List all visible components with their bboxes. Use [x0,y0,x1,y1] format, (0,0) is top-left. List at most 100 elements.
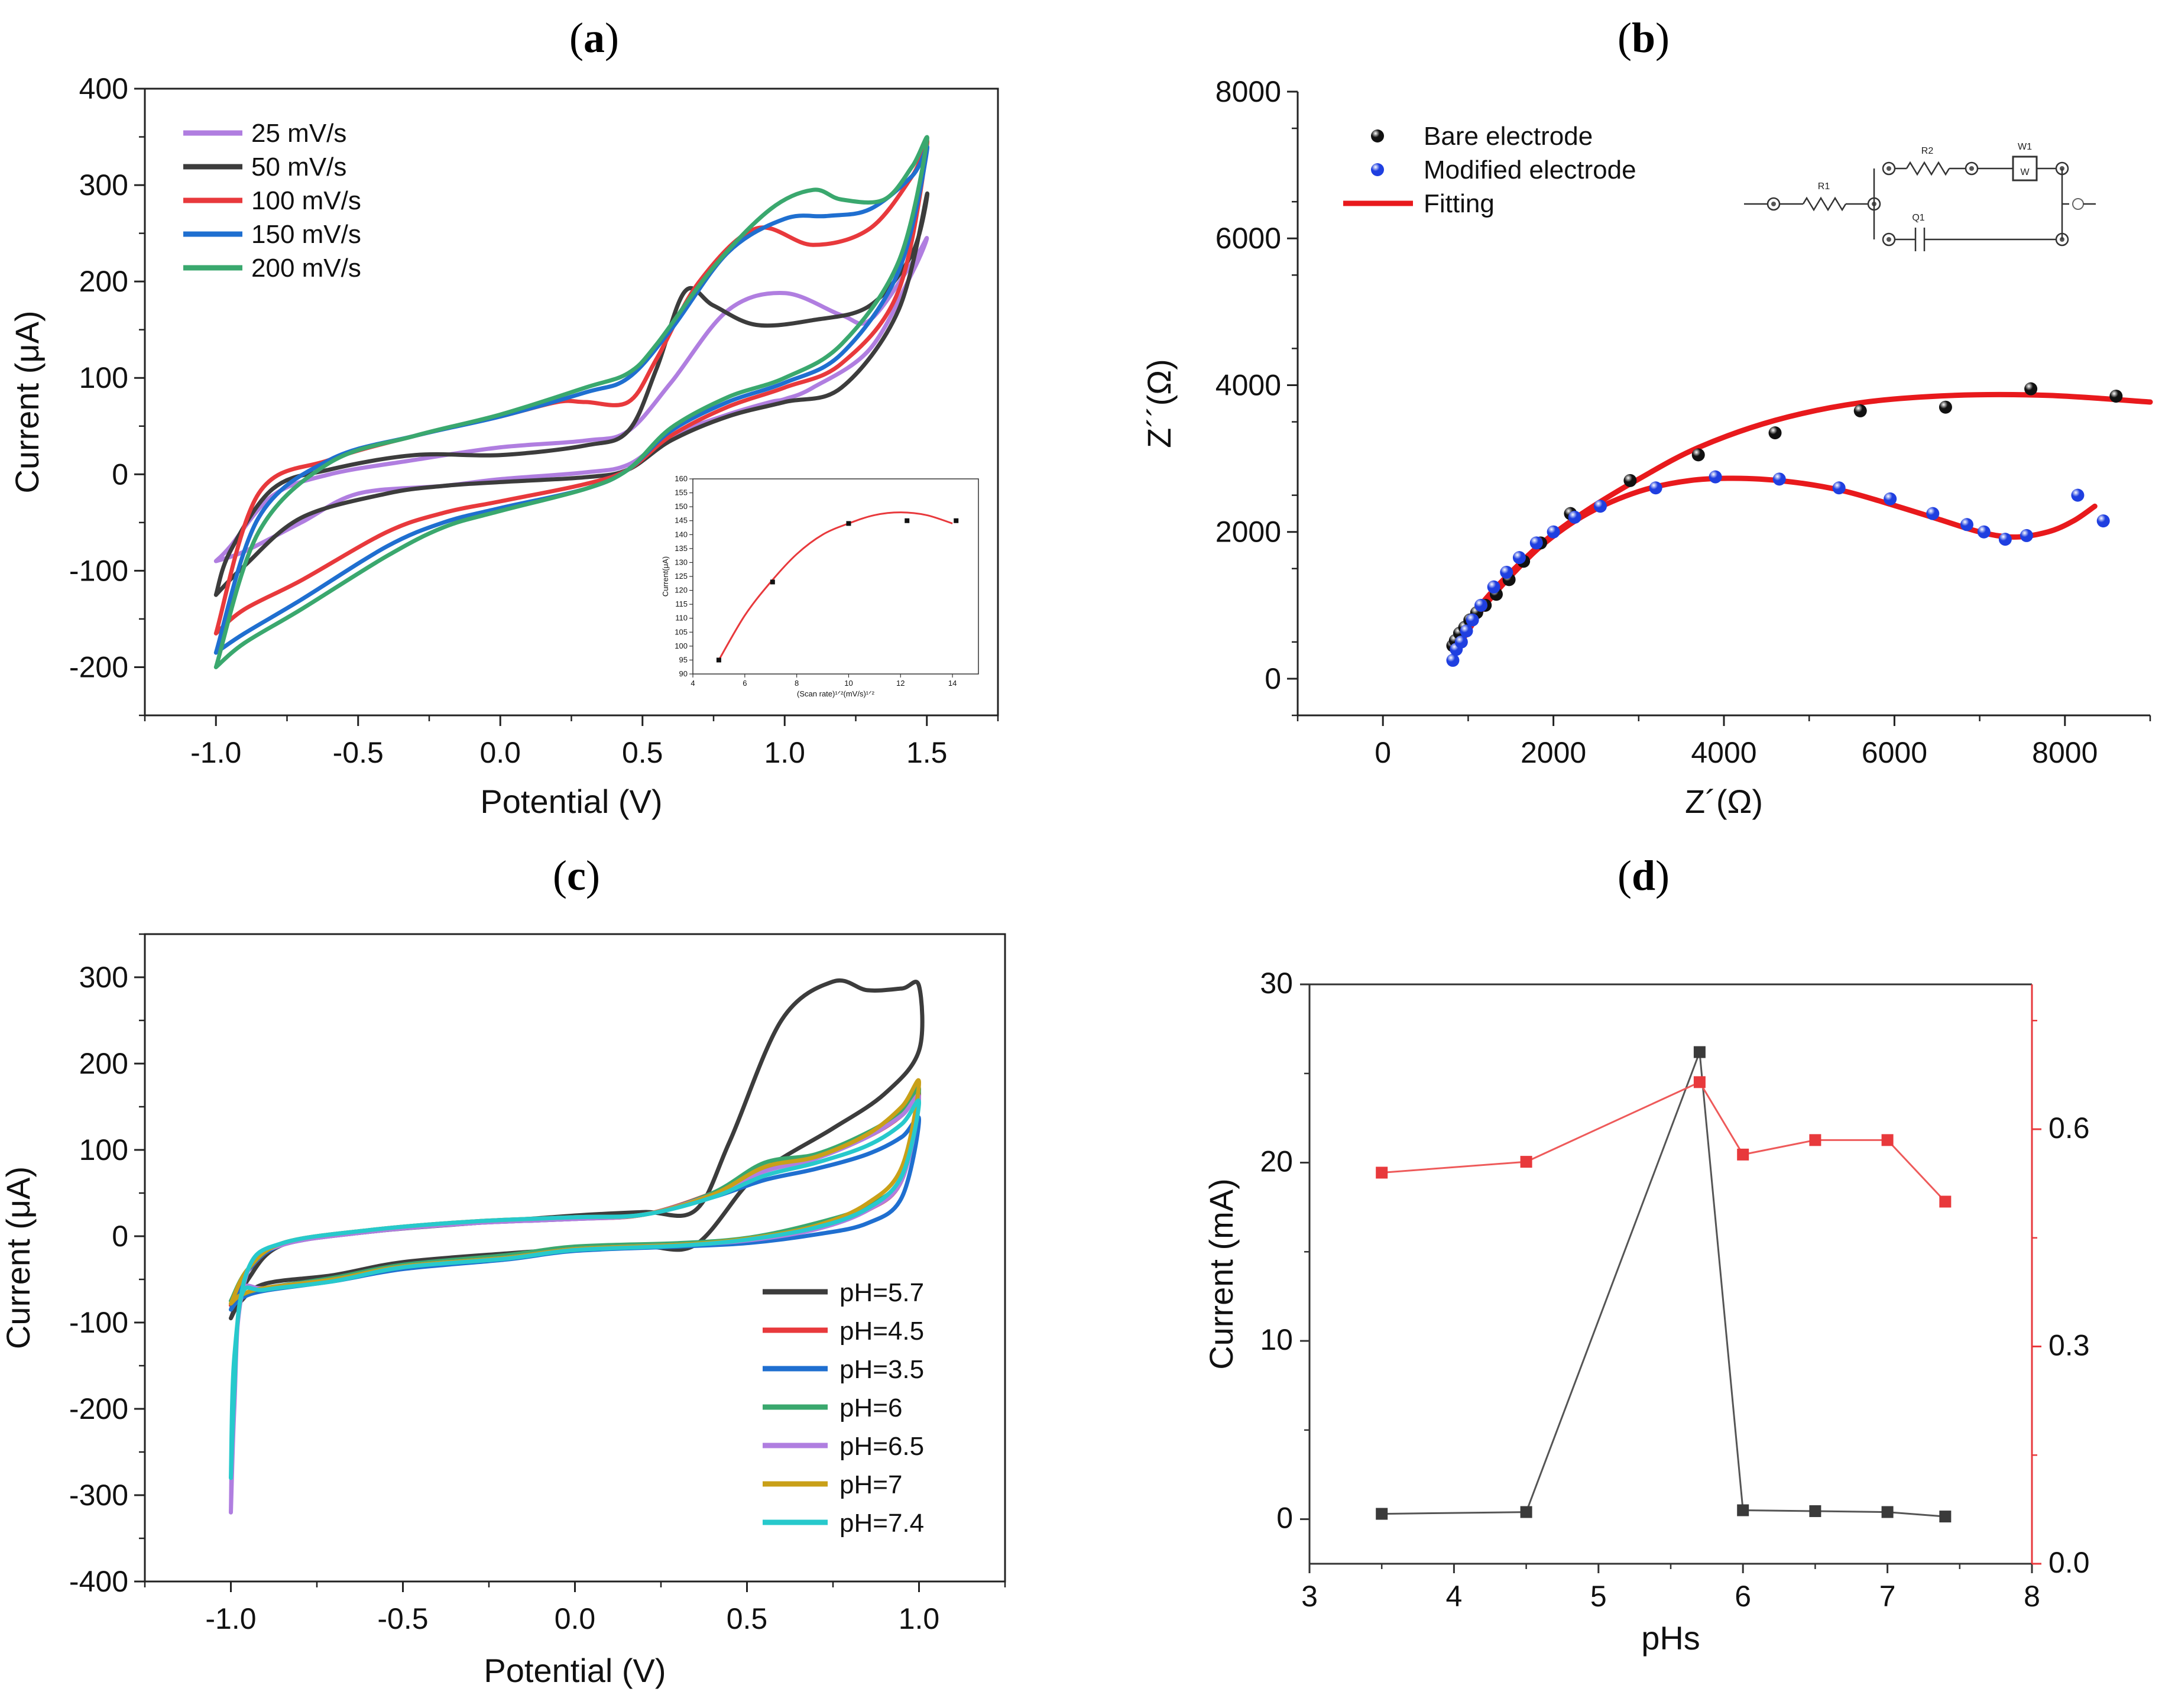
circuit-label-Q1: Q1 [1912,213,1924,223]
d-y-left-tick-label: 30 [1260,967,1293,1000]
a-inset-y-title: Current(μA) [661,556,670,597]
a-legend-label-3: 150 mV/s [251,220,361,249]
b-point-s1-7 [1500,565,1513,579]
b-x-tick-label: 2000 [1521,736,1586,769]
c-x-tick-label: 1.0 [899,1602,940,1635]
a-x-tick-label: 0.5 [622,736,663,769]
a-legend-label-2: 100 mV/s [251,186,361,215]
a-x-tick-label: 1.0 [764,736,805,769]
c-y-tick-label: 300 [79,961,128,994]
a-x-tick-label: 1.5 [906,736,948,769]
b-point-s1-5 [1474,598,1488,612]
b-point-s1-9 [1529,536,1543,550]
b-point-s1-18 [1926,507,1940,520]
a-x-tick-label: -0.5 [333,736,384,769]
a-inset-y-tick-label: 125 [675,572,688,581]
b-legend-label-0: Bare electrode [1424,122,1593,151]
chart-c: -1.0 -0.5 0.0 0.5 1.0 -400 -300 -200 -100 0 100 200… [0,933,1006,1689]
d-y-axis-title: Current (mA) [1202,1178,1240,1370]
circuit-label-R2: R2 [1921,146,1934,156]
a-inset-y-tick-label: 145 [675,516,688,525]
a-inset-point-3 [905,518,910,523]
c-x-tick-label: 0.0 [555,1602,596,1635]
circuit-node-dot [1887,237,1891,242]
c-legend-label-0: pH=5.7 [839,1278,924,1307]
a-inset-x-tick-label: 14 [948,679,957,688]
b-legend-swatch-1 [1371,163,1384,176]
a-inset-y-tick-label: 90 [679,669,688,678]
c-legend-label-6: pH=7.4 [839,1509,924,1538]
b-point-s1-10 [1547,525,1560,539]
circuit-node-dot [1887,166,1891,171]
a-inset-y-tick-label: 160 [675,474,688,483]
d-y-left-tick-label: 20 [1260,1145,1293,1178]
c-y-axis-title: Current (μA) [0,1166,37,1349]
d-point-s1-3 [1737,1148,1749,1161]
d-x-tick-label: 4 [1445,1580,1462,1613]
c-x-tick-label: 0.5 [727,1602,768,1635]
b-legend-swatch-0 [1371,129,1384,142]
chart-d: 3 4 5 6 7 8 0 10 20 30 0.0 0.3 0.6 pHs Current (mA) [1202,967,2090,1657]
c-y-tick-label: 200 [79,1047,128,1080]
b-point-s0-17 [2024,382,2038,396]
circuit-resistor [1802,196,1847,212]
circuit-label-R1: R1 [1818,182,1830,192]
c-legend-label-2: pH=3.5 [839,1355,924,1384]
a-series-line-0 [213,236,929,563]
circuit-label-W1: W1 [2018,142,2032,152]
b-x-tick-label: 0 [1375,736,1391,769]
a-y-axis-title: Current (μA) [8,310,46,493]
b-point-s1-19 [1960,518,1973,531]
c-x-axis-title: Potential (V) [484,1652,666,1689]
c-series-line-3 [229,1084,921,1303]
b-point-s1-8 [1512,551,1526,565]
b-point-s0-12 [1623,474,1637,487]
a-inset-point-0 [716,657,721,663]
a-y-tick-label: 400 [79,72,128,105]
circuit-node-dot [1771,202,1776,206]
circuit-terminal [2072,198,2084,210]
d-x-tick-label: 6 [1735,1580,1751,1613]
a-legend-label-0: 25 mV/s [251,119,346,148]
a-inset-y-tick-label: 150 [675,502,688,511]
c-legend-label-4: pH=6.5 [839,1432,924,1461]
a-series-line-1 [213,191,930,597]
b-point-s1-12 [1593,500,1607,513]
b-y-tick-label: 6000 [1215,222,1281,255]
b-point-s1-20 [1977,525,1991,539]
b-point-s1-4 [1466,613,1479,627]
c-y-tick-label: 0 [112,1220,128,1253]
a-series-line-4 [213,135,929,669]
a-inset-point-4 [954,518,959,523]
b-fit-line-3 [1450,475,2098,662]
b-point-s1-21 [1998,533,2012,546]
a-inset-y-tick-label: 135 [675,544,688,553]
a-legend-label-1: 50 mV/s [251,153,346,182]
a-inset-x-title: (Scan rate)¹ᐟ²(mV/s)¹ᐟ² [797,689,875,698]
a-inset-y-tick-label: 130 [675,558,688,566]
a-inset-y-tick-label: 155 [675,488,688,497]
d-x-tick-label: 8 [2024,1580,2040,1613]
c-series-line-0 [229,978,925,1321]
b-x-tick-label: 4000 [1691,736,1756,769]
d-x-tick-label: 5 [1590,1580,1607,1613]
a-legend-label-4: 200 mV/s [251,254,361,283]
a-x-tick-label: 0.0 [479,736,521,769]
a-inset-y-tick-label: 100 [675,641,688,650]
b-y-axis-title: Z´´(Ω) [1140,359,1178,448]
b-x-tick-label: 6000 [1862,736,1927,769]
d-point-s1-1 [1520,1156,1532,1168]
b-y-tick-label: 0 [1265,662,1281,695]
b-point-s0-14 [1768,426,1782,440]
d-point-s0-4 [1809,1505,1821,1518]
a-inset-x-tick-label: 8 [795,679,799,688]
a-inset-fit-line [718,511,953,661]
b-x-axis-title: Z´(Ω) [1685,783,1763,820]
b-point-s1-2 [1454,635,1468,649]
a-y-tick-label: 100 [79,361,128,394]
a-inset-y-tick-label: 120 [675,586,688,595]
c-x-tick-label: -1.0 [205,1602,256,1635]
b-point-s0-15 [1853,404,1867,417]
d-point-s0-0 [1376,1508,1388,1520]
